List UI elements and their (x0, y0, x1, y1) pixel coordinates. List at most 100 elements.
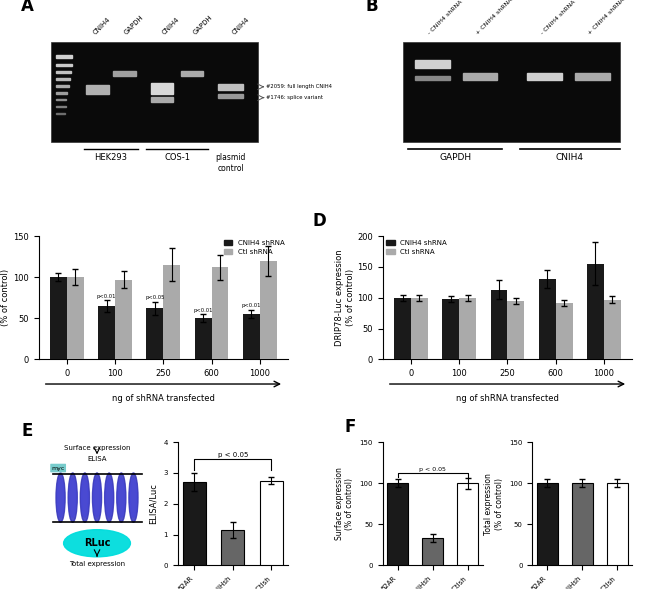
Text: D: D (313, 212, 327, 230)
Text: ELISA: ELISA (87, 456, 107, 462)
Text: #1746: splice variant: #1746: splice variant (266, 95, 322, 100)
Ellipse shape (117, 473, 126, 522)
FancyBboxPatch shape (51, 42, 258, 143)
Bar (183, 482, 206, 565)
Bar (67, 277, 84, 359)
Bar (604, 300, 620, 359)
Bar (555, 303, 573, 359)
Bar (539, 279, 555, 359)
Text: CNIH4: CNIH4 (92, 16, 112, 35)
Bar (571, 483, 593, 565)
Text: GAPDH: GAPDH (439, 153, 471, 163)
Ellipse shape (94, 478, 101, 517)
Text: Surface expression: Surface expression (64, 445, 130, 451)
Text: p<0.01: p<0.01 (242, 303, 261, 309)
Bar (212, 267, 228, 359)
Bar (56, 78, 70, 80)
Bar (491, 290, 508, 359)
FancyBboxPatch shape (50, 464, 66, 472)
Y-axis label: Luc-CNIH4 expression
(% of control): Luc-CNIH4 expression (% of control) (0, 252, 10, 344)
Text: p<0.05: p<0.05 (145, 295, 164, 300)
Bar (394, 297, 411, 359)
Ellipse shape (92, 473, 101, 522)
Text: GAPDH: GAPDH (192, 14, 213, 35)
Bar (243, 314, 260, 359)
Text: E: E (21, 422, 33, 440)
Bar (86, 85, 108, 94)
Bar (537, 483, 558, 565)
Bar (114, 71, 136, 76)
Bar (415, 76, 450, 80)
Text: GAPDH: GAPDH (123, 14, 145, 35)
Ellipse shape (81, 478, 88, 517)
Ellipse shape (57, 478, 64, 517)
Bar (56, 105, 66, 107)
Text: F: F (345, 418, 356, 436)
Y-axis label: Surface expression
(% of control): Surface expression (% of control) (335, 467, 354, 540)
Bar (415, 61, 450, 68)
Bar (56, 85, 68, 87)
Bar (56, 99, 66, 100)
Bar (411, 297, 428, 359)
Text: CNIH4: CNIH4 (556, 153, 584, 163)
Bar (221, 530, 244, 565)
Ellipse shape (56, 473, 65, 522)
Bar (587, 264, 604, 359)
Bar (163, 265, 180, 359)
Ellipse shape (70, 478, 76, 517)
Ellipse shape (81, 473, 90, 522)
Text: plasmid
control: plasmid control (215, 153, 246, 173)
Text: p<0.01: p<0.01 (194, 307, 213, 313)
Text: #2059: full length CNIH4: #2059: full length CNIH4 (266, 84, 332, 90)
Bar (218, 84, 243, 90)
Bar (195, 318, 212, 359)
Bar (151, 83, 174, 94)
Legend: CNIH4 shRNA, Ctl shRNA: CNIH4 shRNA, Ctl shRNA (224, 240, 284, 255)
Bar (56, 71, 71, 73)
Text: Total expression: Total expression (69, 561, 125, 567)
Text: B: B (365, 0, 378, 15)
Bar (442, 299, 459, 359)
Text: p < 0.05: p < 0.05 (217, 452, 248, 458)
Text: A: A (21, 0, 34, 15)
Ellipse shape (106, 478, 112, 517)
Text: ng of shRNA transfected: ng of shRNA transfected (112, 394, 215, 403)
Text: - CNIH4 shRNA: - CNIH4 shRNA (540, 0, 576, 35)
Text: + CNIH4 shRNA: + CNIH4 shRNA (475, 0, 513, 35)
Bar (387, 483, 408, 565)
Bar (151, 97, 174, 102)
Ellipse shape (118, 478, 124, 517)
Ellipse shape (129, 473, 138, 522)
Ellipse shape (104, 473, 114, 522)
Bar (56, 64, 72, 67)
Bar (457, 483, 478, 565)
Bar (508, 301, 524, 359)
Text: myc: myc (52, 465, 65, 471)
Text: HEK293: HEK293 (95, 153, 128, 163)
Y-axis label: DRIP78-Luc expression
(% of control): DRIP78-Luc expression (% of control) (335, 249, 355, 346)
Bar (98, 306, 115, 359)
Bar (56, 112, 65, 114)
Text: ng of shRNA transfected: ng of shRNA transfected (456, 394, 559, 403)
Legend: CNIH4 shRNA, Ctl shRNA: CNIH4 shRNA, Ctl shRNA (386, 240, 447, 255)
Bar (115, 280, 132, 359)
Bar (56, 55, 72, 58)
Text: p<0.01: p<0.01 (97, 293, 117, 299)
Bar (50, 277, 67, 359)
Text: - CNIH4 shRNA: - CNIH4 shRNA (428, 0, 464, 35)
Y-axis label: Total expression
(% of control): Total expression (% of control) (484, 473, 504, 535)
Bar (528, 72, 562, 80)
Text: CNIH4: CNIH4 (231, 16, 250, 35)
Bar (575, 72, 610, 80)
Bar (260, 261, 277, 359)
Y-axis label: ELISA/Luc: ELISA/Luc (149, 484, 158, 524)
Bar (218, 94, 243, 98)
Bar (146, 309, 163, 359)
Bar (181, 71, 203, 76)
Bar (462, 72, 497, 80)
Text: COS-1: COS-1 (164, 153, 190, 163)
Text: p < 0.05: p < 0.05 (419, 466, 446, 472)
Bar (459, 297, 476, 359)
Ellipse shape (68, 473, 77, 522)
Text: RLuc: RLuc (84, 538, 110, 548)
